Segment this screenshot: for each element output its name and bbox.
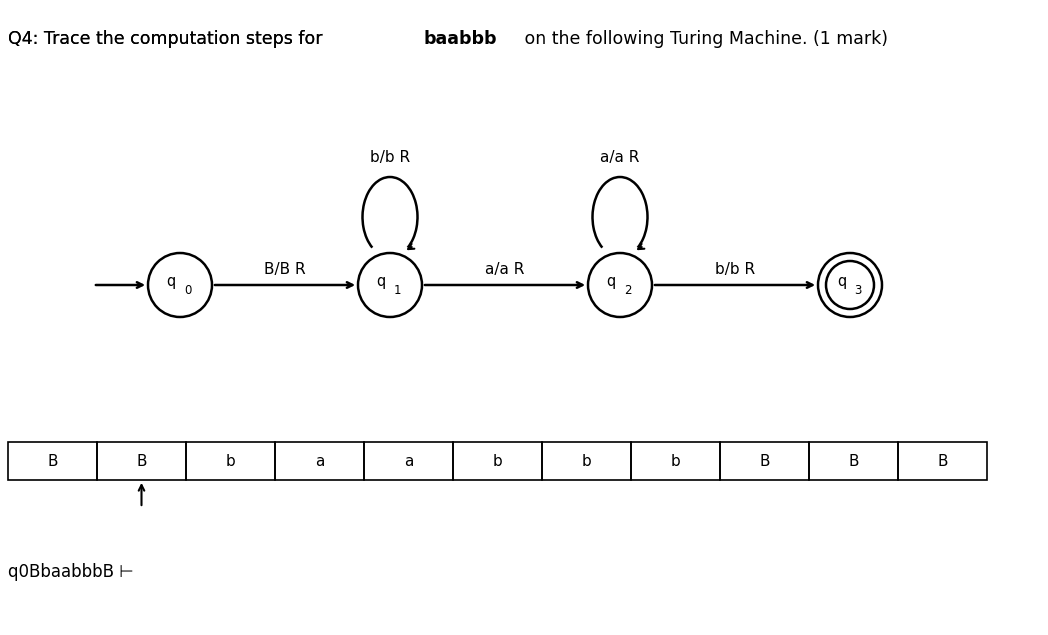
Bar — [542, 442, 631, 480]
Bar — [898, 442, 987, 480]
Text: q: q — [607, 274, 616, 288]
Text: B/B R: B/B R — [264, 262, 306, 277]
Bar — [8, 442, 97, 480]
Text: a/a R: a/a R — [485, 262, 525, 277]
Bar — [631, 442, 720, 480]
Text: b: b — [225, 453, 236, 469]
Text: b/b R: b/b R — [715, 262, 755, 277]
Text: q: q — [376, 274, 386, 288]
Text: B: B — [937, 453, 947, 469]
Bar — [720, 442, 809, 480]
Text: 1: 1 — [394, 283, 401, 297]
Text: b: b — [493, 453, 502, 469]
Text: Q4: Trace the computation steps for: Q4: Trace the computation steps for — [8, 30, 328, 48]
Bar — [97, 442, 185, 480]
Bar — [364, 442, 453, 480]
Text: B: B — [759, 453, 769, 469]
Bar — [453, 442, 542, 480]
Text: on the following Turing Machine. (1 mark): on the following Turing Machine. (1 mark… — [519, 30, 888, 48]
Text: Q4: Trace the computation steps for: Q4: Trace the computation steps for — [8, 30, 328, 48]
Text: a: a — [403, 453, 413, 469]
Text: 0: 0 — [184, 283, 192, 297]
Text: a/a R: a/a R — [601, 150, 639, 165]
Bar — [809, 442, 898, 480]
Text: a: a — [314, 453, 324, 469]
Text: 2: 2 — [624, 283, 632, 297]
Text: B: B — [47, 453, 58, 469]
Text: B: B — [848, 453, 858, 469]
Text: q: q — [836, 274, 846, 288]
Text: B: B — [136, 453, 147, 469]
Text: q: q — [167, 274, 176, 288]
Text: baabbb: baabbb — [423, 30, 497, 48]
Text: 3: 3 — [854, 283, 861, 297]
Bar — [275, 442, 364, 480]
Text: b: b — [671, 453, 680, 469]
Text: b/b R: b/b R — [370, 150, 410, 165]
Text: b: b — [582, 453, 591, 469]
Bar — [185, 442, 275, 480]
Text: q0BbaabbbB ⊢: q0BbaabbbB ⊢ — [8, 563, 134, 581]
